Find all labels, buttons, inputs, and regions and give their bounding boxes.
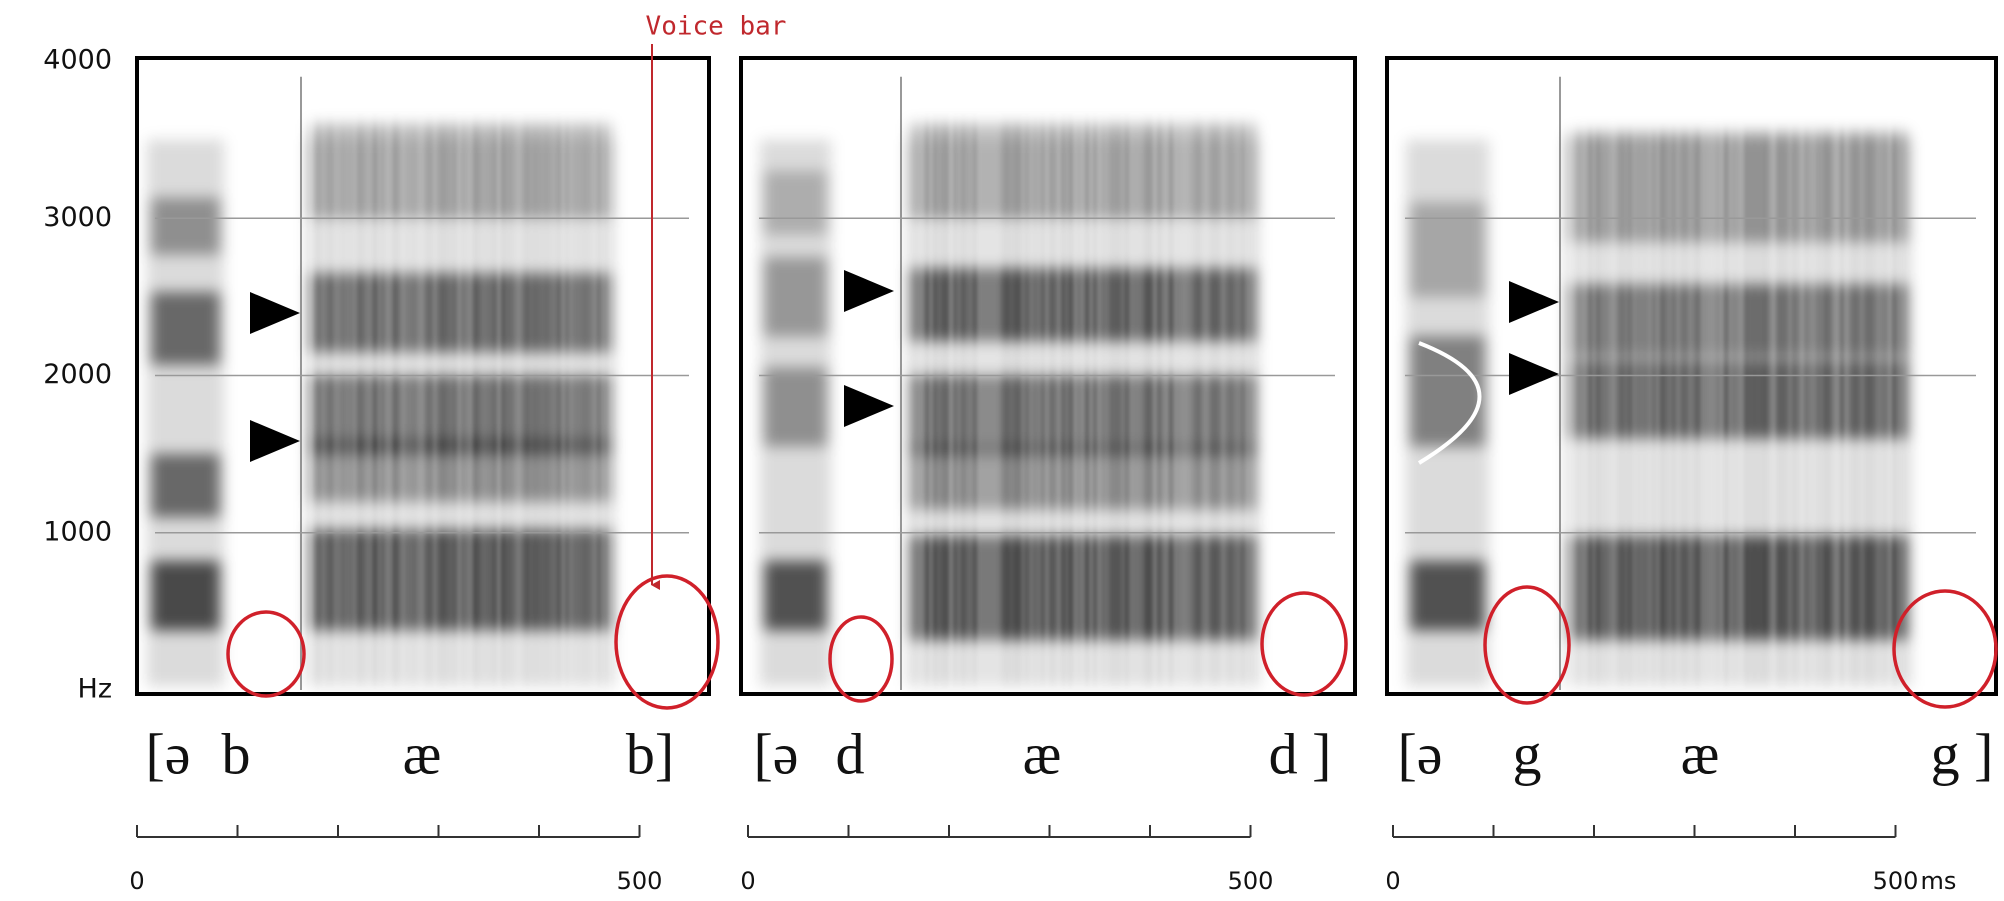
panel-frame bbox=[739, 56, 1357, 696]
frequency-tick-label: 3000 bbox=[43, 202, 112, 233]
formant bbox=[311, 123, 610, 219]
formant-arrow bbox=[1509, 353, 1559, 395]
segment-label: æ bbox=[1681, 721, 1720, 786]
time-tick-label: 0 bbox=[1385, 867, 1400, 895]
segment-label: g bbox=[1513, 721, 1542, 786]
formant-transition-curve bbox=[1417, 341, 1482, 465]
segment-label: [ə bbox=[1397, 721, 1442, 786]
formant bbox=[764, 171, 827, 234]
voice-bar-circle bbox=[1260, 591, 1348, 697]
segment-label: g ] bbox=[1931, 721, 1994, 786]
segment-label: æ bbox=[1023, 721, 1062, 786]
spectrogram bbox=[1406, 76, 1911, 690]
panel-frame bbox=[1385, 56, 1998, 696]
voice-bar-circle bbox=[1483, 585, 1571, 705]
formant-arrow bbox=[250, 420, 300, 462]
formant bbox=[1410, 202, 1485, 297]
formant bbox=[1410, 336, 1485, 447]
formant bbox=[151, 197, 220, 255]
formant bbox=[764, 561, 827, 631]
formant bbox=[151, 561, 220, 631]
striations bbox=[1565, 108, 1903, 690]
segment-label: d ] bbox=[1269, 721, 1332, 786]
spectrogram bbox=[760, 76, 1259, 690]
panel-frame bbox=[135, 56, 711, 696]
frequency-tick-label: 4000 bbox=[43, 45, 112, 76]
frequency-tick-label: 1000 bbox=[43, 516, 112, 547]
voice-bar-circle bbox=[1892, 589, 1998, 709]
formant bbox=[311, 438, 610, 502]
formant bbox=[151, 454, 220, 518]
time-tick-label: 0 bbox=[129, 867, 144, 895]
formant-arrow bbox=[1509, 281, 1559, 323]
segment-label: b] bbox=[626, 721, 674, 786]
formant bbox=[1410, 561, 1485, 631]
striations bbox=[906, 108, 1256, 690]
segment-label: [ə bbox=[145, 721, 190, 786]
formant bbox=[311, 273, 610, 352]
formant bbox=[311, 529, 610, 631]
frequency-tick-label: 2000 bbox=[43, 359, 112, 390]
formant bbox=[151, 292, 220, 365]
frequency-unit: Hz bbox=[78, 674, 112, 705]
formant-arrow bbox=[844, 270, 894, 312]
time-tick-label: 0 bbox=[740, 867, 755, 895]
voice-bar-circle bbox=[614, 574, 720, 710]
segment-label: b bbox=[222, 721, 251, 786]
time-unit: ms bbox=[1921, 867, 1957, 895]
energy bbox=[760, 123, 1259, 686]
segment-label: d bbox=[836, 721, 865, 786]
spectrogram bbox=[147, 76, 614, 690]
time-tick-label: 500 bbox=[1873, 867, 1919, 895]
segment-label: [ə bbox=[753, 721, 798, 786]
voice-bar-label: Voice bar bbox=[646, 12, 787, 42]
voice-bar-circle bbox=[226, 610, 306, 698]
time-tick-label: 500 bbox=[617, 867, 663, 895]
formant bbox=[764, 257, 827, 337]
segment-label: æ bbox=[403, 721, 442, 786]
voice-bar-circle bbox=[828, 615, 894, 703]
time-tick-label: 500 bbox=[1228, 867, 1274, 895]
formant-arrow bbox=[250, 292, 300, 334]
formant-arrow bbox=[844, 385, 894, 427]
formant bbox=[764, 367, 827, 447]
striations bbox=[310, 108, 612, 690]
